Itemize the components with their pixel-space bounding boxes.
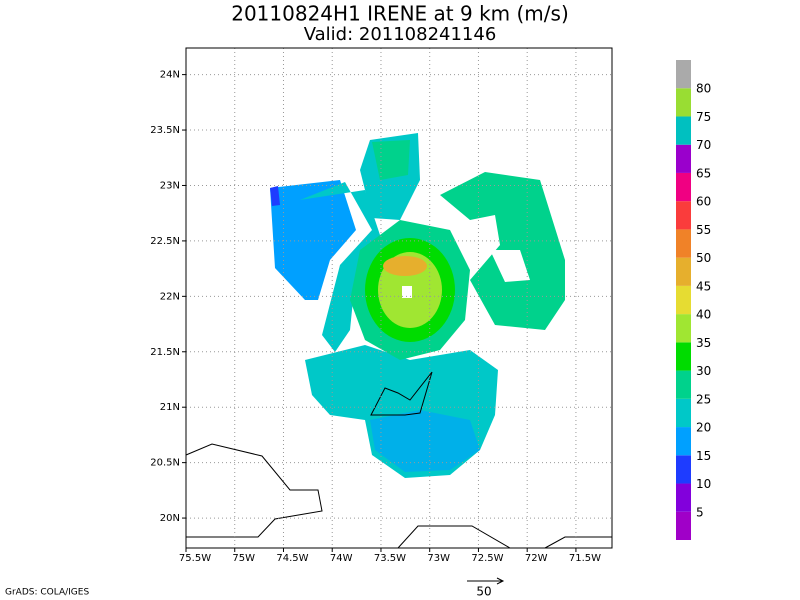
colorbar-label: 55 bbox=[696, 223, 711, 237]
x-tick-label: 75W bbox=[232, 553, 255, 564]
plot-frame bbox=[185, 47, 613, 549]
colorbar-box bbox=[676, 116, 691, 145]
colorbar-label: 15 bbox=[696, 449, 711, 463]
x-tick-label: 74W bbox=[330, 553, 353, 564]
colorbar-box bbox=[676, 483, 691, 512]
colorbar-label: 25 bbox=[696, 392, 711, 406]
colorbar-box bbox=[676, 172, 691, 202]
eye bbox=[402, 286, 412, 298]
x-tick-label: 71.5W bbox=[569, 553, 601, 564]
colorbar-box bbox=[676, 370, 691, 399]
colorbar-box bbox=[676, 427, 691, 456]
colorbar-label: 5 bbox=[696, 505, 704, 519]
coastline bbox=[397, 525, 511, 549]
vector-scale-arrowhead bbox=[496, 577, 505, 585]
colorbar-box bbox=[676, 314, 691, 343]
y-tick-label: 20N bbox=[160, 513, 180, 524]
colorbar-box bbox=[676, 201, 691, 230]
y-tick-label: 23.5N bbox=[150, 125, 180, 136]
colorbar-label: 70 bbox=[696, 138, 711, 152]
colorbar-label: 75 bbox=[696, 110, 711, 124]
shaded-region bbox=[383, 256, 427, 276]
shaded-region bbox=[270, 180, 356, 300]
x-tick-label: 72.5W bbox=[471, 553, 503, 564]
colorbar-box bbox=[676, 88, 691, 117]
colorbar-box bbox=[676, 398, 691, 428]
footer: GrADS: COLA/IGES bbox=[5, 588, 89, 598]
shaded-region bbox=[270, 186, 280, 206]
colorbar-box bbox=[676, 60, 691, 89]
x-tick-label: 73W bbox=[427, 553, 450, 564]
shaded-region bbox=[370, 410, 480, 472]
coastline bbox=[544, 536, 612, 549]
wind-field bbox=[270, 133, 565, 478]
colorbar-box bbox=[676, 229, 691, 258]
colorbar: 5 10 15 20 25 30 35 40 45 50 55 60 65 70 75 80 bbox=[676, 60, 711, 540]
colorbar-box bbox=[676, 285, 691, 315]
colorbar-label: 20 bbox=[696, 421, 711, 435]
shaded-region bbox=[372, 140, 410, 180]
subtitle: Valid: 201108241146 bbox=[304, 24, 497, 45]
y-tick-label: 22N bbox=[160, 291, 180, 302]
coastline bbox=[185, 443, 323, 538]
colorbar-label: 65 bbox=[696, 166, 711, 180]
coastlines bbox=[185, 371, 612, 549]
colorbar-box bbox=[676, 257, 691, 286]
y-tick-label: 22.5N bbox=[150, 236, 180, 247]
y-tick-label: 21.5N bbox=[150, 347, 180, 358]
colorbar-box bbox=[676, 342, 691, 371]
x-tick-label: 73.5W bbox=[374, 553, 406, 564]
y-tick-label: 24N bbox=[160, 70, 180, 81]
colorbar-label: 80 bbox=[696, 82, 711, 96]
colorbar-label: 60 bbox=[696, 195, 711, 209]
gap bbox=[490, 250, 530, 282]
title: 20110824H1 IRENE at 9 km (m/s) bbox=[231, 2, 569, 26]
colorbar-label: 50 bbox=[696, 251, 711, 265]
x-tick-label: 74.5W bbox=[276, 553, 308, 564]
colorbar-label: 40 bbox=[696, 308, 711, 322]
x-tick-label: 72W bbox=[525, 553, 548, 564]
colorbar-label: 45 bbox=[696, 279, 711, 293]
coastline bbox=[370, 371, 433, 416]
colorbar-box bbox=[676, 144, 691, 173]
x-tick-label: 75.5W bbox=[179, 553, 211, 564]
y-tick-label: 21N bbox=[160, 402, 180, 413]
shaded-region bbox=[300, 182, 380, 352]
y-tick-label: 23N bbox=[160, 180, 180, 191]
colorbar-label: 10 bbox=[696, 477, 711, 491]
colorbar-box bbox=[676, 455, 691, 484]
y-tick-label: 20.5N bbox=[150, 458, 180, 469]
colorbar-label: 35 bbox=[696, 336, 711, 350]
colorbar-box bbox=[676, 511, 691, 540]
vector-scale-label: 50 bbox=[476, 585, 491, 599]
colorbar-label: 30 bbox=[696, 364, 711, 378]
